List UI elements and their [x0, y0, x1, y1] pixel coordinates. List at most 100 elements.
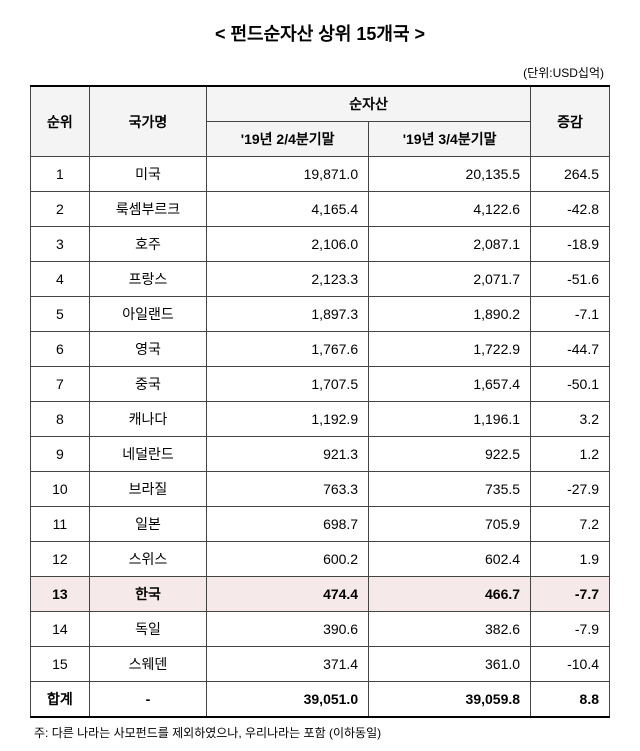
- cell-country: 영국: [89, 332, 206, 367]
- table-row: 12스위스600.2602.41.9: [31, 542, 610, 577]
- table-row: 15스웨덴371.4361.0-10.4: [31, 647, 610, 682]
- col-netassets: 순자산: [207, 86, 531, 122]
- cell-q3: 735.5: [369, 472, 531, 507]
- cell-change: 1.9: [531, 542, 610, 577]
- cell-country: 한국: [89, 577, 206, 612]
- fund-ranking-table: 순위 국가명 순자산 증감 '19년 2/4분기말 '19년 3/4분기말 1미…: [30, 85, 610, 718]
- cell-rank: 1: [31, 157, 90, 192]
- cell-q3: 382.6: [369, 612, 531, 647]
- table-row: 14독일390.6382.6-7.9: [31, 612, 610, 647]
- cell-change: -51.6: [531, 262, 610, 297]
- cell-q2: 1,767.6: [207, 332, 369, 367]
- cell-change: -27.9: [531, 472, 610, 507]
- table-row: 6영국1,767.61,722.9-44.7: [31, 332, 610, 367]
- cell-change: -18.9: [531, 227, 610, 262]
- cell-country: 독일: [89, 612, 206, 647]
- cell-change: -7.1: [531, 297, 610, 332]
- cell-change: -7.9: [531, 612, 610, 647]
- cell-rank: 합계: [31, 682, 90, 718]
- cell-change: 1.2: [531, 437, 610, 472]
- cell-q3: 2,071.7: [369, 262, 531, 297]
- cell-country: 스웨덴: [89, 647, 206, 682]
- table-header: 순위 국가명 순자산 증감 '19년 2/4분기말 '19년 3/4분기말: [31, 86, 610, 157]
- cell-rank: 5: [31, 297, 90, 332]
- cell-q3: 39,059.8: [369, 682, 531, 718]
- cell-rank: 12: [31, 542, 90, 577]
- cell-change: 3.2: [531, 402, 610, 437]
- cell-country: 캐나다: [89, 402, 206, 437]
- cell-q3: 1,722.9: [369, 332, 531, 367]
- table-row: 2룩셈부르크4,165.44,122.6-42.8: [31, 192, 610, 227]
- cell-rank: 10: [31, 472, 90, 507]
- cell-change: -42.8: [531, 192, 610, 227]
- col-country: 국가명: [89, 86, 206, 157]
- cell-change: -7.7: [531, 577, 610, 612]
- cell-rank: 13: [31, 577, 90, 612]
- cell-country: 프랑스: [89, 262, 206, 297]
- cell-q2: 1,897.3: [207, 297, 369, 332]
- cell-rank: 3: [31, 227, 90, 262]
- cell-rank: 9: [31, 437, 90, 472]
- cell-change: -10.4: [531, 647, 610, 682]
- cell-country: 네덜란드: [89, 437, 206, 472]
- cell-q3: 20,135.5: [369, 157, 531, 192]
- cell-country: 룩셈부르크: [89, 192, 206, 227]
- cell-q3: 1,196.1: [369, 402, 531, 437]
- col-change: 증감: [531, 86, 610, 157]
- cell-q2: 4,165.4: [207, 192, 369, 227]
- cell-change: -50.1: [531, 367, 610, 402]
- cell-q2: 763.3: [207, 472, 369, 507]
- cell-q3: 4,122.6: [369, 192, 531, 227]
- table-row: 1미국19,871.020,135.5264.5: [31, 157, 610, 192]
- cell-q2: 2,123.3: [207, 262, 369, 297]
- cell-q3: 2,087.1: [369, 227, 531, 262]
- table-row: 3호주2,106.02,087.1-18.9: [31, 227, 610, 262]
- cell-rank: 7: [31, 367, 90, 402]
- cell-q3: 361.0: [369, 647, 531, 682]
- table-row: 5아일랜드1,897.31,890.2-7.1: [31, 297, 610, 332]
- cell-change: 7.2: [531, 507, 610, 542]
- cell-country: 일본: [89, 507, 206, 542]
- cell-q2: 698.7: [207, 507, 369, 542]
- cell-q2: 600.2: [207, 542, 369, 577]
- cell-q2: 390.6: [207, 612, 369, 647]
- cell-rank: 8: [31, 402, 90, 437]
- cell-q2: 474.4: [207, 577, 369, 612]
- cell-rank: 2: [31, 192, 90, 227]
- cell-rank: 4: [31, 262, 90, 297]
- cell-change: 8.8: [531, 682, 610, 718]
- cell-country: 미국: [89, 157, 206, 192]
- cell-rank: 11: [31, 507, 90, 542]
- total-row: 합계-39,051.039,059.88.8: [31, 682, 610, 718]
- footnote: 주: 다른 나라는 사모펀드를 제외하였으나, 우리나라는 포함 (이하동일): [30, 724, 610, 741]
- table-row: 9네덜란드921.3922.51.2: [31, 437, 610, 472]
- cell-country: 아일랜드: [89, 297, 206, 332]
- cell-change: 264.5: [531, 157, 610, 192]
- cell-q2: 39,051.0: [207, 682, 369, 718]
- cell-q2: 371.4: [207, 647, 369, 682]
- unit-label: (단위:USD십억): [30, 64, 610, 81]
- cell-q2: 19,871.0: [207, 157, 369, 192]
- cell-country: -: [89, 682, 206, 718]
- cell-q2: 921.3: [207, 437, 369, 472]
- cell-q3: 922.5: [369, 437, 531, 472]
- cell-q3: 466.7: [369, 577, 531, 612]
- cell-q2: 2,106.0: [207, 227, 369, 262]
- table-row: 7중국1,707.51,657.4-50.1: [31, 367, 610, 402]
- page-title: < 펀드순자산 상위 15개국 >: [30, 20, 610, 46]
- table-body: 1미국19,871.020,135.5264.52룩셈부르크4,165.44,1…: [31, 157, 610, 718]
- cell-rank: 15: [31, 647, 90, 682]
- cell-country: 스위스: [89, 542, 206, 577]
- cell-q3: 1,657.4: [369, 367, 531, 402]
- cell-q2: 1,707.5: [207, 367, 369, 402]
- col-q2: '19년 2/4분기말: [207, 122, 369, 157]
- cell-q3: 1,890.2: [369, 297, 531, 332]
- cell-country: 중국: [89, 367, 206, 402]
- col-q3: '19년 3/4분기말: [369, 122, 531, 157]
- table-row: 8캐나다1,192.91,196.13.2: [31, 402, 610, 437]
- cell-country: 브라질: [89, 472, 206, 507]
- col-rank: 순위: [31, 86, 90, 157]
- table-row: 10브라질763.3735.5-27.9: [31, 472, 610, 507]
- cell-rank: 14: [31, 612, 90, 647]
- table-row: 11일본698.7705.97.2: [31, 507, 610, 542]
